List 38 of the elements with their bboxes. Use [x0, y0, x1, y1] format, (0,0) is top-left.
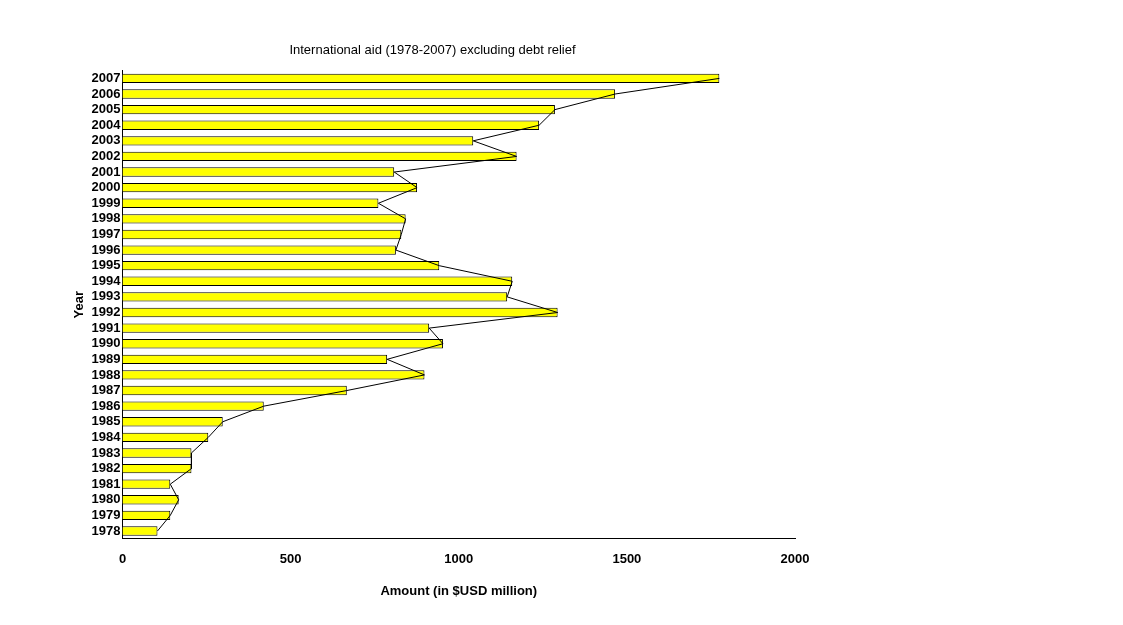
y-tick-label: 1998 [91, 210, 121, 226]
y-tick-label: 1983 [91, 444, 121, 460]
y-tick-label: 1996 [91, 241, 121, 257]
y-tick-label: 1994 [91, 272, 122, 288]
x-axis-title: Amount (in $USD million) [380, 582, 538, 598]
y-tick-label: 1990 [91, 335, 121, 351]
y-tick-label: 1992 [91, 304, 121, 320]
y-tick-label: 1991 [91, 319, 121, 335]
y-tick-label: 2004 [91, 116, 122, 132]
x-tick-label: 1500 [612, 551, 642, 567]
y-tick-label: 2003 [91, 132, 121, 148]
y-tick-label: 1989 [91, 350, 121, 366]
y-tick-label: 1985 [91, 413, 121, 429]
x-tick-label: 500 [279, 551, 302, 567]
x-tick-label: 0 [118, 551, 127, 567]
x-tick-label: 2000 [780, 551, 810, 567]
y-tick-label: 2005 [91, 101, 121, 117]
y-tick-label: 2007 [91, 69, 121, 85]
y-axis-title: Year [71, 290, 87, 319]
chart-title: International aid (1978-2007) excluding debt relief [289, 42, 576, 58]
y-tick-label: 2001 [91, 163, 121, 179]
y-tick-label: 1993 [91, 288, 121, 304]
y-tick-label: 2002 [91, 148, 121, 164]
y-tick-label: 2000 [91, 179, 121, 195]
y-tick-label: 1979 [91, 506, 121, 522]
y-tick-label: 1978 [91, 522, 121, 538]
y-tick-label: 1999 [91, 194, 121, 210]
x-tick-label: 1000 [444, 551, 474, 567]
y-tick-label: 1988 [91, 366, 121, 382]
y-tick-label: 1995 [91, 257, 121, 273]
y-tick-label: 1981 [91, 475, 121, 491]
y-tick-label: 1986 [91, 397, 121, 413]
y-tick-label: 1982 [91, 460, 121, 476]
y-tick-label: 1997 [91, 226, 121, 242]
y-tick-label: 1980 [91, 491, 121, 507]
y-tick-label: 1984 [91, 428, 122, 444]
y-tick-label: 1987 [91, 382, 121, 398]
y-tick-label: 2006 [91, 85, 121, 101]
